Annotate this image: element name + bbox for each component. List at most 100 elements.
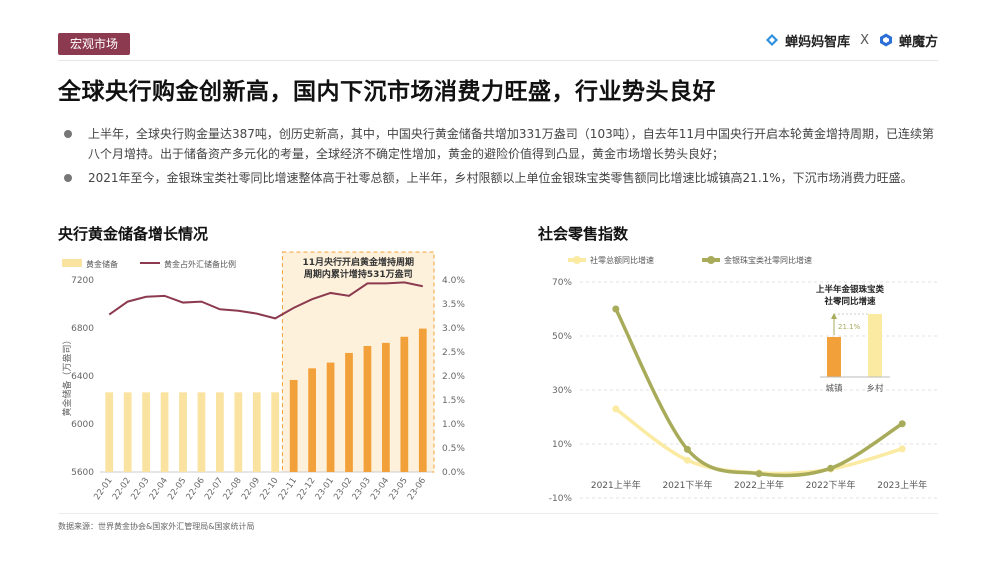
y2-tick-label: 4.0% <box>442 276 465 286</box>
bar-gold-reserve <box>400 336 409 472</box>
x-tick-label: 22-05 <box>166 476 188 502</box>
bar-gold-reserve <box>234 392 243 472</box>
bullet-text: 上半年，全球央行购金量达387吨，创历史新高，其中，中国央行黄金储备共增加331… <box>88 127 934 161</box>
y2-tick-label: 3.0% <box>442 324 465 334</box>
y-tick-label: 6800 <box>71 324 94 334</box>
x-tick-label: 2023上半年 <box>877 479 927 491</box>
x-tick-label: 22-03 <box>129 476 151 502</box>
brand-right: 蝉魔方 <box>898 34 938 50</box>
x-tick-label: 23-05 <box>387 476 409 502</box>
x-tick-label: 2021上半年 <box>591 479 641 491</box>
x-tick-label: 22-06 <box>185 476 207 502</box>
footer-divider <box>58 513 938 514</box>
y2-tick-label: 0.0% <box>442 468 465 478</box>
x-tick-label: 23-03 <box>351 476 373 502</box>
highlight-annotation: 11月央行开启黄金增持周期 <box>302 256 414 268</box>
bar-gold-reserve <box>326 362 335 472</box>
x-tick-label: 2021下半年 <box>662 479 712 491</box>
brand-logos: 蝉妈妈智库 X 蝉魔方 <box>765 28 938 52</box>
bar-gold-reserve <box>382 342 390 472</box>
bar-gold-reserve <box>345 352 353 472</box>
bullet-item: 2021年至今，金银珠宝类社零同比增速整体高于社零总额，上半年，乡村限额以上单位… <box>62 168 942 188</box>
y-tick-label: 7200 <box>71 276 94 286</box>
inset-category-label: 城镇 <box>825 383 843 394</box>
inset-title: 社零同比增速 <box>823 296 876 307</box>
page-title: 全球央行购金创新高，国内下沉市场消费力旺盛，行业势头良好 <box>58 79 716 105</box>
x-tick-label: 22-01 <box>92 476 114 502</box>
point-jewelry-retail <box>827 464 835 472</box>
bar-gold-reserve <box>123 392 132 472</box>
x-tick-label: 22-10 <box>258 476 280 502</box>
y-tick-label: 6000 <box>71 420 94 430</box>
line-jewelry-retail <box>614 308 904 478</box>
point-jewelry-retail <box>683 445 691 453</box>
legend-label: 社零总额同比增速 <box>590 255 654 265</box>
section-tag: 宏观市场 <box>58 33 130 55</box>
chanmama-logo-icon <box>766 34 779 46</box>
bar-gold-reserve <box>179 392 187 472</box>
point-retail-total <box>898 445 906 453</box>
legend-label: 黄金占外汇储备比例 <box>164 259 236 269</box>
x-tick-label: 23-01 <box>314 476 336 502</box>
bar-gold-reserve <box>308 368 316 472</box>
bar-gold-reserve <box>216 392 224 472</box>
y-tick-label: 6400 <box>71 372 94 382</box>
point-jewelry-retail <box>898 420 906 428</box>
bar-gold-reserve <box>363 346 372 472</box>
bar-gold-reserve <box>160 392 169 472</box>
y-tick-label: 10% <box>552 440 572 450</box>
bar-gold-reserve <box>418 328 427 472</box>
y2-tick-label: 1.5% <box>442 396 465 406</box>
point-retail-total <box>683 456 691 464</box>
y-tick-label: 5600 <box>71 468 94 478</box>
bullet-item: 上半年，全球央行购金量达387吨，创历史新高，其中，中国央行黄金储备共增加331… <box>62 124 942 164</box>
x-tick-label: 23-06 <box>406 476 428 502</box>
inset-arrow-head-icon <box>831 313 837 319</box>
y-tick-label: 30% <box>552 386 572 396</box>
bullet-dot-icon <box>64 130 72 138</box>
brand-separator: X <box>860 32 869 48</box>
inset-bar-urban <box>827 337 841 377</box>
point-jewelry-retail <box>755 470 763 478</box>
header-divider <box>58 60 938 61</box>
x-tick-label: 22-07 <box>203 476 225 502</box>
bar-gold-reserve <box>142 392 150 472</box>
x-tick-label: 22-04 <box>148 476 170 502</box>
point-jewelry-retail <box>612 305 620 313</box>
y-tick-label: 50% <box>552 332 572 342</box>
legend-marker-total <box>573 256 581 264</box>
y2-tick-label: 2.5% <box>442 348 465 358</box>
line-retail-total <box>614 407 903 476</box>
bar-gold-reserve <box>289 379 298 472</box>
data-source: 数据来源：世界黄金协会&国家外汇管理局&国家统计局 <box>58 522 255 531</box>
x-tick-label: 22-02 <box>111 476 133 502</box>
y-axis-label: 黄金储备（万盎司） <box>61 335 73 416</box>
bar-gold-reserve <box>271 392 280 472</box>
legend-label: 金银珠宝类社零同比增速 <box>724 255 812 265</box>
bullet-list: 上半年，全球央行购金量达387吨，创历史新高，其中，中国央行黄金储备共增加331… <box>62 124 942 192</box>
right-chart-title: 社会零售指数 <box>538 225 629 243</box>
highlight-region <box>281 251 435 473</box>
y2-tick-label: 3.5% <box>442 300 465 310</box>
x-tick-label: 23-04 <box>369 476 391 502</box>
x-tick-label: 22-09 <box>240 476 262 502</box>
brand-left: 蝉妈妈智库 <box>785 34 851 50</box>
inset-bar-rural <box>868 314 882 377</box>
highlight-annotation: 周期内累计增持531万盎司 <box>304 268 413 280</box>
inset-category-label: 乡村 <box>866 383 884 394</box>
x-tick-label: 22-11 <box>277 476 299 502</box>
x-tick-label: 22-08 <box>221 476 243 502</box>
line-gold-ratio <box>108 281 423 320</box>
y2-tick-label: 2.0% <box>442 372 465 382</box>
bullet-dot-icon <box>64 174 72 182</box>
left-chart-title: 央行黄金储备增长情况 <box>58 225 209 243</box>
bullet-text: 2021年至今，金银珠宝类社零同比增速整体高于社零总额，上半年，乡村限额以上单位… <box>88 171 913 185</box>
x-tick-label: 2022下半年 <box>806 479 856 491</box>
y2-tick-label: 1.0% <box>442 420 465 430</box>
legend-marker-jewelry <box>707 256 715 264</box>
inset-diff-label: 21.1% <box>838 323 861 331</box>
bar-gold-reserve <box>252 392 261 472</box>
x-tick-label: 2022上半年 <box>734 479 784 491</box>
inset-title: 上半年金银珠宝类 <box>816 284 885 295</box>
